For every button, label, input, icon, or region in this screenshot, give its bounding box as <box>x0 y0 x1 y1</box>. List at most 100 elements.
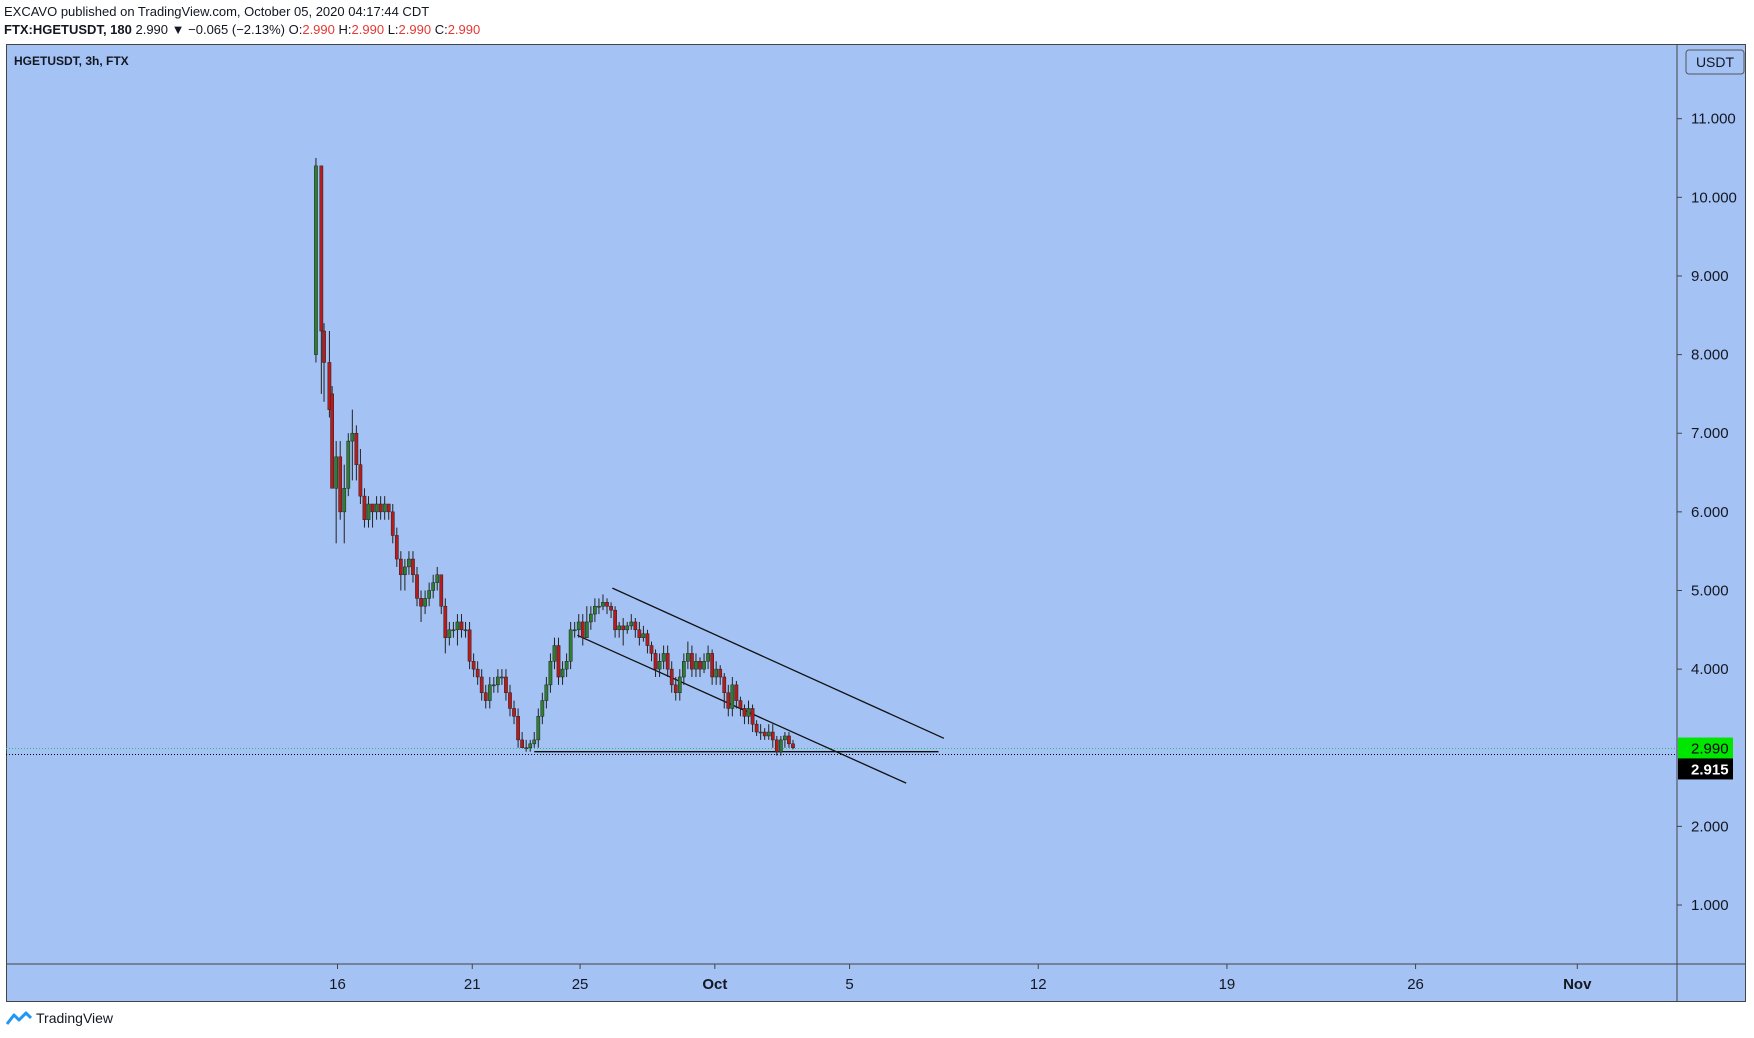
candle <box>560 661 565 685</box>
chart-frame <box>6 44 1746 1002</box>
candle-body <box>653 653 658 670</box>
y-tick-label: 6.000 <box>1691 504 1729 521</box>
candle-body <box>734 684 739 701</box>
candle <box>479 669 484 701</box>
candle-body <box>483 692 488 701</box>
candle <box>572 621 577 638</box>
candle-body <box>730 684 735 709</box>
candle <box>698 657 702 677</box>
y-tick-label: 11.000 <box>1691 111 1736 128</box>
candle-body <box>415 574 419 599</box>
candle <box>427 582 431 607</box>
last-price-tag <box>1678 737 1733 759</box>
candle <box>467 621 472 670</box>
candle <box>564 653 569 677</box>
candle <box>342 464 347 544</box>
candle-body <box>694 661 698 670</box>
candle <box>617 621 621 638</box>
candle-body <box>714 668 719 678</box>
candle-body <box>411 558 415 576</box>
candle-body <box>576 621 581 631</box>
candle <box>516 708 520 748</box>
candle <box>661 645 666 670</box>
candle-body <box>641 633 646 638</box>
y-tick-label: 5.000 <box>1691 582 1729 599</box>
candle <box>734 680 739 709</box>
x-tick-label: 16 <box>329 976 346 993</box>
candle-body <box>327 362 332 410</box>
candle-body <box>346 440 351 489</box>
candle <box>382 496 387 520</box>
candle-body <box>362 495 367 520</box>
candle-body <box>338 456 343 513</box>
high-value: 2.990 <box>351 22 385 37</box>
candle <box>584 606 589 638</box>
candle-body <box>322 330 326 363</box>
candle <box>366 496 371 528</box>
candle-body <box>661 653 666 662</box>
candle <box>403 559 407 591</box>
candle-body <box>403 566 407 576</box>
candle <box>779 735 783 756</box>
candle <box>690 645 694 677</box>
tradingview-logo-icon <box>6 1011 32 1025</box>
candle <box>770 724 775 748</box>
candle-body <box>722 676 727 693</box>
candle-body <box>645 633 650 646</box>
candle-body <box>394 535 399 560</box>
candle <box>593 598 597 622</box>
candle <box>605 598 609 615</box>
x-tick-label: 5 <box>845 976 853 993</box>
candle <box>390 504 395 544</box>
channel-line <box>577 634 907 784</box>
candle <box>378 496 383 520</box>
candle-body <box>390 511 395 536</box>
y-tick-label: 2.000 <box>1691 818 1729 835</box>
candle <box>568 621 573 670</box>
x-tick-label: 19 <box>1219 976 1236 993</box>
candle-body <box>439 574 444 607</box>
candle-body <box>779 739 783 752</box>
candle <box>423 590 427 615</box>
candle <box>601 594 605 611</box>
candle <box>350 409 355 481</box>
candle-body <box>378 503 383 513</box>
candle <box>475 661 480 685</box>
footer-brand-label: TradingView <box>36 1010 114 1026</box>
candle <box>686 641 690 670</box>
x-tick-label: Nov <box>1563 976 1592 993</box>
candle-body <box>350 432 355 442</box>
candle-body <box>718 668 723 678</box>
candle-body <box>629 621 634 627</box>
x-tick-label: 12 <box>1030 976 1047 993</box>
candle-body <box>774 739 779 752</box>
candle-body <box>702 661 706 670</box>
candle-body <box>706 653 710 662</box>
candle-body <box>686 653 690 662</box>
candle-body <box>791 743 795 749</box>
symbol-ohlc-bar: FTX:HGETUSDT, 180 2.990 ▼ −0.065 (−2.13%… <box>4 22 480 37</box>
candle-body <box>487 684 492 701</box>
x-tick-label: 26 <box>1407 976 1424 993</box>
candle <box>552 637 557 670</box>
footer-brand[interactable]: TradingView <box>6 1010 113 1026</box>
candle-body <box>617 625 621 631</box>
candle <box>774 735 779 756</box>
candle-body <box>512 708 516 717</box>
candle <box>532 732 537 748</box>
candle <box>338 441 343 520</box>
candle-body <box>580 621 585 638</box>
candle <box>576 614 581 638</box>
candle-body <box>516 716 520 741</box>
marker-price-tag-label: 2.915 <box>1691 761 1729 778</box>
candle <box>520 732 524 749</box>
candle <box>354 425 359 481</box>
candle-body <box>787 735 791 745</box>
candle-body <box>758 731 763 734</box>
candle <box>524 739 529 752</box>
candle-body <box>504 676 508 693</box>
candle <box>548 653 553 693</box>
candle <box>637 621 642 646</box>
candle <box>681 653 686 685</box>
